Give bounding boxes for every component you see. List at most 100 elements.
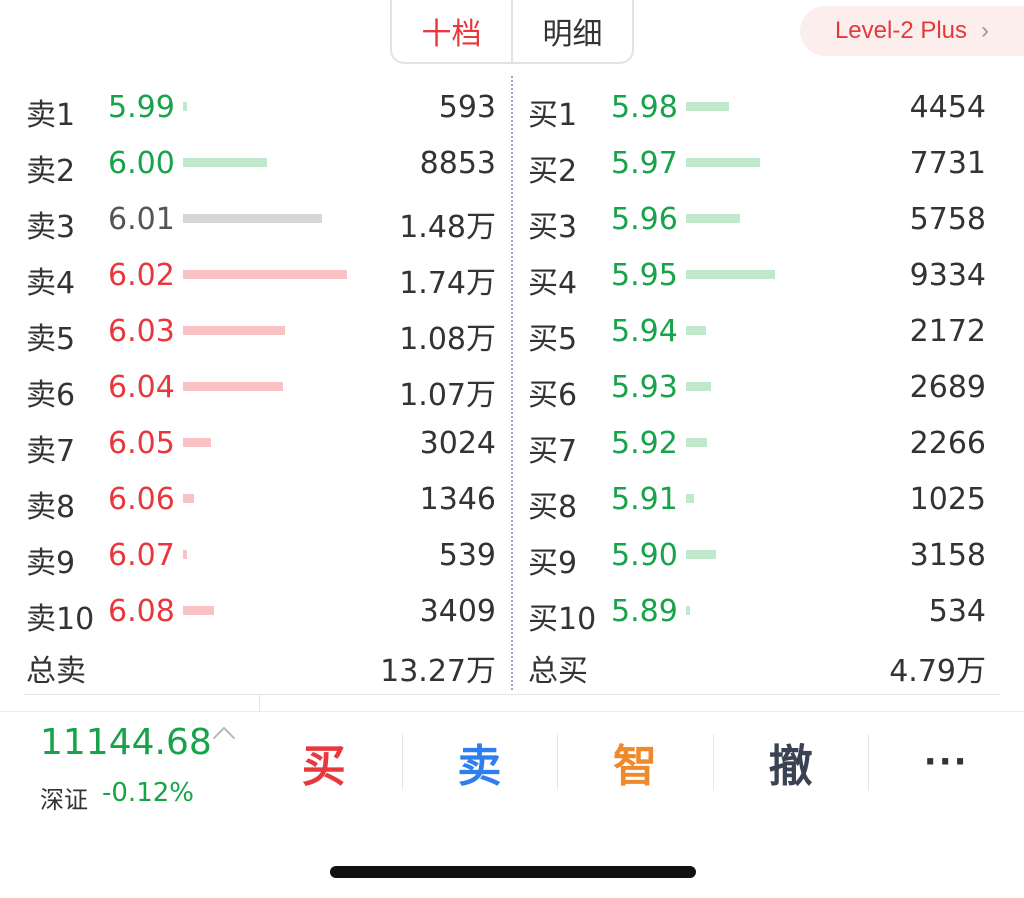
level-volume: 2172 xyxy=(909,314,986,349)
buy-side: 买1 5.98 4454 买2 5.97 7731 买3 5.96 5758 买4 5.95 9334… xyxy=(512,80,1012,689)
buy-level-row[interactable]: 买5 5.94 2172 xyxy=(512,304,1012,360)
level-volume: 1.74万 xyxy=(399,266,496,301)
volume-bar xyxy=(183,102,187,111)
buy-level-row[interactable]: 买3 5.96 5758 xyxy=(512,192,1012,248)
volume-bar xyxy=(686,382,711,391)
sell-level-row[interactable]: 卖3 6.01 1.48万 xyxy=(0,192,500,248)
level-label: 买10 xyxy=(528,602,597,637)
volume-bar xyxy=(686,494,694,503)
index-change: -0.12% xyxy=(102,778,194,808)
level-volume: 1.48万 xyxy=(399,210,496,245)
smart-button[interactable]: 智 xyxy=(557,730,713,794)
sell-level-row[interactable]: 卖2 6.00 8853 xyxy=(0,136,500,192)
volume-bar xyxy=(183,214,322,223)
buy-level-row[interactable]: 买4 5.95 9334 xyxy=(512,248,1012,304)
sell-level-row[interactable]: 卖8 6.06 1346 xyxy=(0,472,500,528)
level-volume: 539 xyxy=(438,538,496,573)
tab-bar: 十档 明细 xyxy=(390,0,634,64)
level-price: 5.95 xyxy=(611,258,678,293)
level-price: 5.93 xyxy=(611,370,678,405)
volume-bar xyxy=(183,606,214,615)
volume-bar xyxy=(686,606,690,615)
sell-level-row[interactable]: 卖6 6.04 1.07万 xyxy=(0,360,500,416)
divider-stub xyxy=(259,694,260,711)
level-price: 5.98 xyxy=(611,90,678,125)
volume-bar xyxy=(183,382,283,391)
level-label: 买1 xyxy=(528,98,578,133)
total-sell-value: 13.27万 xyxy=(380,654,496,689)
level-volume: 1346 xyxy=(419,482,496,517)
buy-level-row[interactable]: 买10 5.89 534 xyxy=(512,584,1012,640)
level-label: 卖9 xyxy=(26,546,76,581)
home-indicator[interactable] xyxy=(330,866,696,878)
level-label: 卖8 xyxy=(26,490,76,525)
level-volume: 593 xyxy=(438,90,496,125)
total-buy-label: 总买 xyxy=(528,654,588,689)
volume-bar xyxy=(686,326,706,335)
center-divider xyxy=(511,76,513,690)
index-value[interactable]: 11144.68 xyxy=(40,722,212,763)
volume-bar xyxy=(183,494,194,503)
horizontal-divider xyxy=(24,694,1000,695)
level-label: 卖10 xyxy=(26,602,95,637)
level-price: 5.89 xyxy=(611,594,678,629)
level-volume: 1.07万 xyxy=(399,378,496,413)
volume-bar xyxy=(183,438,211,447)
sell-side: 卖1 5.99 593 卖2 6.00 8853 卖3 6.01 1.48万卖4 6.02 1.74… xyxy=(0,80,500,689)
tab-ten-levels[interactable]: 十档 xyxy=(421,17,482,52)
level-price: 6.06 xyxy=(108,482,175,517)
sell-level-row[interactable]: 卖7 6.05 3024 xyxy=(0,416,500,472)
sell-level-row[interactable]: 卖10 6.08 3409 xyxy=(0,584,500,640)
total-sell-row: 总卖 13.27万 xyxy=(0,640,500,690)
sell-level-row[interactable]: 卖4 6.02 1.74万 xyxy=(0,248,500,304)
level-label: 买6 xyxy=(528,378,578,413)
chevron-right-icon: › xyxy=(981,17,990,44)
level-price: 6.05 xyxy=(108,426,175,461)
tab-details[interactable]: 明细 xyxy=(511,0,632,62)
more-button[interactable]: ··· xyxy=(868,730,1024,794)
bottom-bar-divider xyxy=(0,711,1024,712)
level-volume: 1.08万 xyxy=(399,322,496,357)
level-label: 买5 xyxy=(528,322,578,357)
total-buy-value: 4.79万 xyxy=(889,654,986,689)
buy-level-row[interactable]: 买1 5.98 4454 xyxy=(512,80,1012,136)
volume-bar xyxy=(686,102,729,111)
buy-level-row[interactable]: 买9 5.90 3158 xyxy=(512,528,1012,584)
buy-level-row[interactable]: 买2 5.97 7731 xyxy=(512,136,1012,192)
level-price: 5.97 xyxy=(611,146,678,181)
level-price: 5.90 xyxy=(611,538,678,573)
level-price: 5.96 xyxy=(611,202,678,237)
level-volume: 4454 xyxy=(909,90,986,125)
level-label: 卖4 xyxy=(26,266,76,301)
sell-level-row[interactable]: 卖1 5.99 593 xyxy=(0,80,500,136)
level2-plus-button[interactable]: Level-2 Plus › xyxy=(800,6,1024,56)
buy-button[interactable]: 买 xyxy=(301,741,346,792)
sell-button[interactable]: 卖 xyxy=(401,730,558,794)
level-label: 卖6 xyxy=(26,378,76,413)
buy-level-row[interactable]: 买7 5.92 2266 xyxy=(512,416,1012,472)
volume-bar xyxy=(686,550,716,559)
level-label: 卖3 xyxy=(26,210,76,245)
level-price: 5.91 xyxy=(611,482,678,517)
volume-bar xyxy=(183,270,347,279)
sell-level-row[interactable]: 卖5 6.03 1.08万 xyxy=(0,304,500,360)
index-name: 深证 xyxy=(40,786,88,814)
level-price: 5.92 xyxy=(611,426,678,461)
sell-level-row[interactable]: 卖9 6.07 539 xyxy=(0,528,500,584)
buy-level-row[interactable]: 买8 5.91 1025 xyxy=(512,472,1012,528)
level-price: 6.02 xyxy=(108,258,175,293)
volume-bar xyxy=(686,270,775,279)
level-price: 6.04 xyxy=(108,370,175,405)
cancel-order-button[interactable]: 撤 xyxy=(712,730,869,794)
level-label: 卖7 xyxy=(26,434,76,469)
chevron-up-icon[interactable] xyxy=(212,726,236,750)
buy-level-row[interactable]: 买6 5.93 2689 xyxy=(512,360,1012,416)
level-price: 6.07 xyxy=(108,538,175,573)
level-label: 买8 xyxy=(528,490,578,525)
volume-bar xyxy=(183,550,187,559)
volume-bar xyxy=(183,326,285,335)
total-buy-row: 总买 4.79万 xyxy=(512,640,1012,690)
level-label: 卖1 xyxy=(26,98,76,133)
action-bar: 买 卖 智 撤 ··· xyxy=(246,730,1024,794)
